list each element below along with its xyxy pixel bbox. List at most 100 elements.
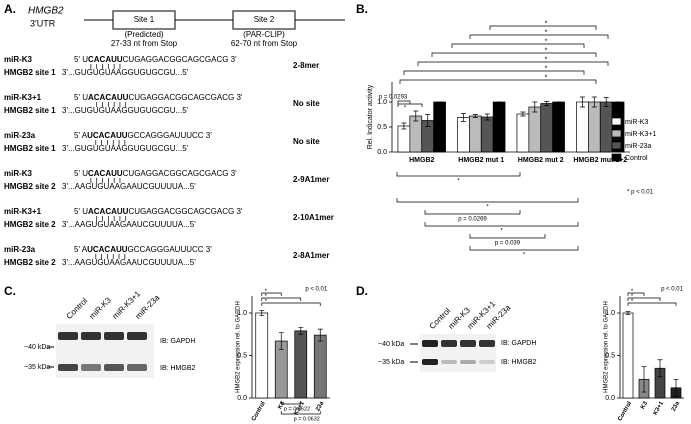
mirna-sequence: 5' UACACAUUCUGAGGACGGCAGCGACG 3' [74,207,243,216]
blot-band [104,364,124,371]
significance: * [545,56,548,63]
significance: * [265,289,268,295]
target-name: HMGB2 site 1 [4,144,56,153]
sequence-part: 5' U [74,169,88,178]
legend-swatch [611,141,622,150]
error-bar [532,101,538,113]
bracket [469,246,579,251]
x-tick-label: 23a [315,400,326,412]
panel-label: A. [4,2,16,16]
significance: * [265,294,268,300]
bracket [627,292,645,296]
bar [480,116,494,153]
error-bar [657,359,663,378]
site-type: 2-8mer [293,61,319,70]
error-bar [472,114,478,118]
bar [528,106,542,153]
x-tick-label: HMGB2 mut 1 [458,157,504,164]
significance: * [457,179,460,185]
y-tick-label: 1.0 [605,310,615,317]
bracket [451,43,585,48]
x-tick-label: HMGB2 mut 1+2 [573,157,627,164]
site-position: 62-70 nt from Stop [231,39,298,48]
x-tick-label: K3+1 [653,400,666,416]
blot-band [460,340,476,347]
bar [622,312,634,399]
error-bar [603,97,609,107]
utr-label: 3'UTR [30,18,56,28]
bar [552,101,565,153]
sequence-part: CUGAGGACGGCAGCGACG 3' [128,207,242,216]
blot-band [422,359,438,365]
site-source: (PAR-CLIP) [243,30,285,39]
bar [469,115,482,153]
significance: p < 0.01 [661,287,684,293]
probe-label: IB: HMGB2 [501,359,537,366]
bracket [261,302,321,306]
bracket [431,52,597,57]
significance: * [545,38,548,45]
site-source: (Predicted) [124,30,163,39]
target-sequence: 3'...AAGUGUAAGAAUCGUUUUA...5' [62,258,196,267]
significance: * [404,106,407,112]
x-tick-label: Control [251,401,267,423]
legend-label: miR-23a [625,143,652,150]
sequence-part: UCACAUU [87,245,128,254]
error-bar [544,101,550,106]
bar [313,334,327,399]
blot-band [127,364,147,371]
significance: * [265,299,268,305]
significance: * [545,65,548,72]
bar [576,101,589,153]
size-marker: ~35 kDa [378,359,404,366]
lane-label: miR-K3 [88,295,114,321]
x-tick-label: K3 [277,400,286,410]
sequence-part: 5' A [74,245,88,254]
target-sequence: 3'...AAGUGUAAGAAUCGUUUUA...5' [62,182,196,191]
significance: * [631,299,634,305]
y-tick-label: 0.0 [605,395,615,402]
significance: p = 0.039 [495,241,521,247]
site-type: No site [293,99,320,108]
bar [433,101,446,153]
blot-band [58,332,78,340]
mirna-sequence: 5' UACACAUUCUGAGGACGGCAGCGACG 3' [74,93,243,102]
x-tick-label: 23a [671,400,682,412]
mirna-sequence: 5' UCACAUUCUGAGGACGGCAGCGACG 3' [74,55,237,64]
significance: p = 0.0293 [379,95,408,101]
significance: * [500,229,503,235]
bracket [399,79,597,84]
blot-band [104,332,124,340]
blot-band [58,364,78,371]
significance: p = 0.0622 [284,406,310,412]
bracket [397,103,423,107]
significance: * [631,289,634,295]
sequence-part: CACAUU [88,169,123,178]
target-name: HMGB2 site 2 [4,220,56,229]
blot-band [460,360,476,364]
error-bar [520,111,526,117]
significance-note: * p < 0.01 [627,190,654,196]
panel-label: D. [356,284,368,298]
bracket [280,411,321,415]
sequence-part: CACAUU [88,55,123,64]
blot-band [127,332,147,340]
error-bar [259,310,265,316]
target-name: HMGB2 site 2 [4,258,56,267]
sequence-part: UCACAUU [87,131,128,140]
error-bar [298,327,304,335]
bracket [280,401,302,405]
blot-band [441,340,457,347]
bar [294,330,308,399]
mirna-name: miR-23a [4,245,36,254]
y-axis-label: HMGB2 expression rel. to GAPDH [236,301,242,393]
error-bar [401,122,407,130]
significance: * [545,74,548,81]
sequence-part: CUGAGGACGGCAGCGACG 3' [123,55,237,64]
error-bar [425,114,431,127]
legend-label: miR-K3 [625,119,648,126]
gene-name: HMGB2 [28,6,64,17]
target-name: HMGB2 site 1 [4,106,56,115]
y-tick-label: 0.5 [605,352,615,359]
sequence-part: GCCAGGGAUUUCC 3' [128,245,213,254]
